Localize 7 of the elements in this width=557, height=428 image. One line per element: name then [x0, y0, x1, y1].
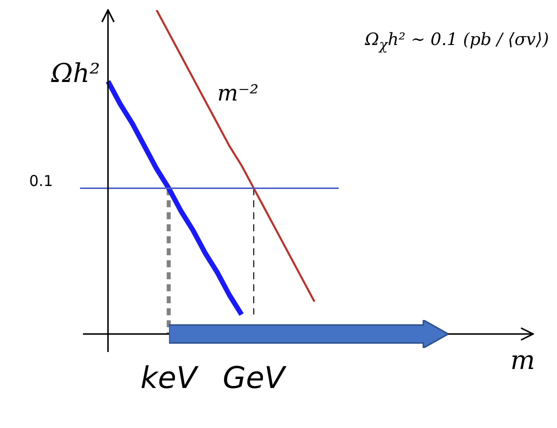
x-tick-label: GeV: [222, 360, 288, 396]
text: 0.1: [29, 172, 53, 190]
annotation: m⁻²: [217, 82, 259, 107]
y-axis-title: Ωh²: [50, 59, 100, 89]
annotation: Ω$_{χ}$h² ∼ 0.1 (pb / ⟨σv⟩): [365, 30, 549, 54]
x-axis-title: m: [510, 346, 535, 376]
x-tick-label: keV: [140, 360, 200, 396]
